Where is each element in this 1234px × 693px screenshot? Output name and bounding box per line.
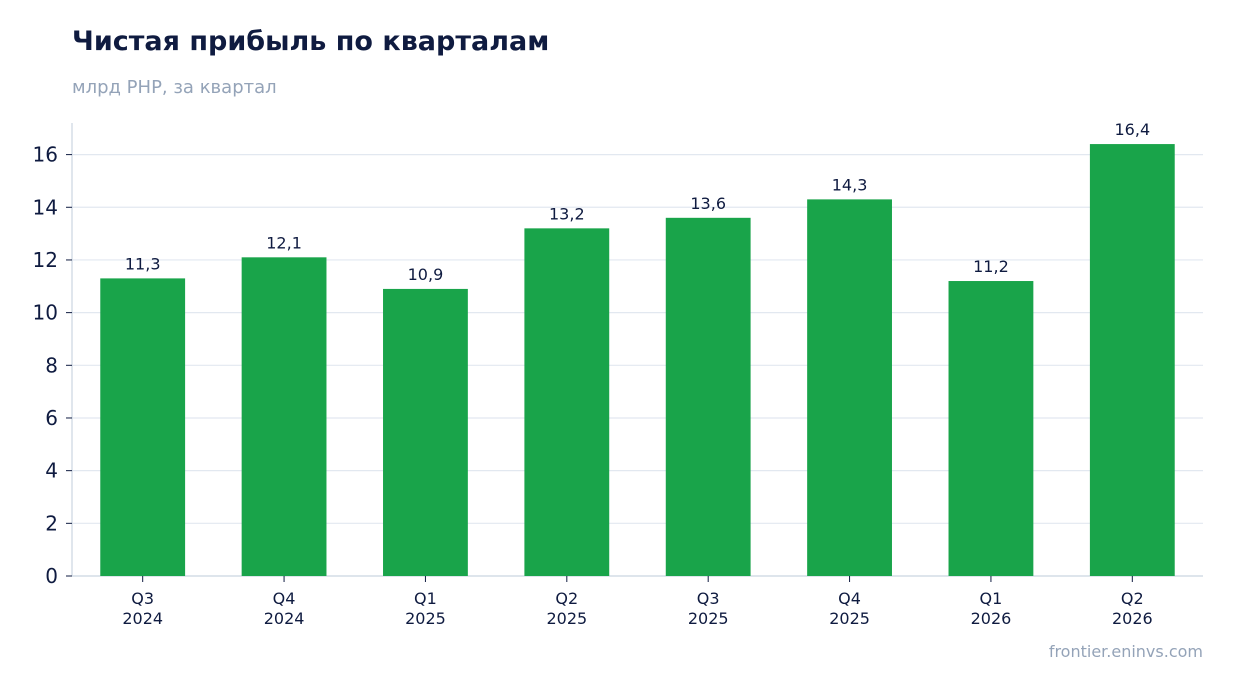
bars	[100, 144, 1175, 577]
bar-value-label: 12,1	[266, 233, 302, 252]
y-tick-label: 8	[45, 353, 58, 377]
x-tick-label: Q4 2025	[829, 589, 870, 628]
y-tick-label: 2	[45, 511, 58, 535]
y-tick-label: 0	[45, 564, 58, 588]
bar	[524, 228, 610, 577]
x-tick-label: Q2 2025	[546, 589, 587, 628]
y-tick-label: 16	[33, 143, 58, 167]
bar-value-label: 10,9	[408, 265, 444, 284]
x-tick-label: Q3 2024	[122, 589, 163, 628]
y-tick-label: 4	[45, 459, 58, 483]
y-tick-label: 14	[33, 195, 58, 219]
bar	[241, 257, 327, 576]
x-tick-label: Q2 2026	[1112, 589, 1153, 628]
source-link[interactable]: frontier.eninvs.com	[1048, 642, 1203, 661]
bar	[807, 199, 892, 576]
x-axis-ticks: Q3 2024 Q4 2024 Q1 2025 Q2 2025 Q3 2025 Q4 2025 Q1 20…	[122, 576, 1153, 628]
bar-value-labels: 11,3 12,1 10,9 13,2 13,6 14,3 11,2 16,4	[125, 120, 1150, 284]
chart-title: Чистая прибыль по кварталам	[72, 26, 550, 57]
bar-value-label: 13,6	[690, 194, 726, 213]
bar	[100, 278, 186, 576]
x-tick-label: Q1 2025	[405, 589, 446, 628]
chart-subtitle: млрд РНР, за квартал	[72, 77, 277, 98]
bar	[948, 281, 1034, 576]
bar	[1089, 144, 1175, 576]
bar-value-label: 14,3	[832, 175, 868, 194]
bar-value-label: 13,2	[549, 204, 585, 223]
bar-value-label: 11,2	[973, 257, 1009, 276]
bar	[665, 217, 751, 576]
y-axis-ticks: 0 2 4 6 8 10 12 14 16	[33, 143, 72, 588]
y-tick-label: 6	[45, 406, 58, 430]
bar	[383, 288, 468, 576]
y-tick-label: 12	[33, 248, 58, 272]
bar-value-label: 16,4	[1115, 120, 1151, 139]
x-tick-label: Q1 2026	[971, 589, 1012, 628]
x-tick-label: Q4 2024	[264, 589, 305, 628]
bar-value-label: 11,3	[125, 254, 161, 273]
x-tick-label: Q3 2025	[688, 589, 729, 628]
y-tick-label: 10	[33, 301, 58, 325]
